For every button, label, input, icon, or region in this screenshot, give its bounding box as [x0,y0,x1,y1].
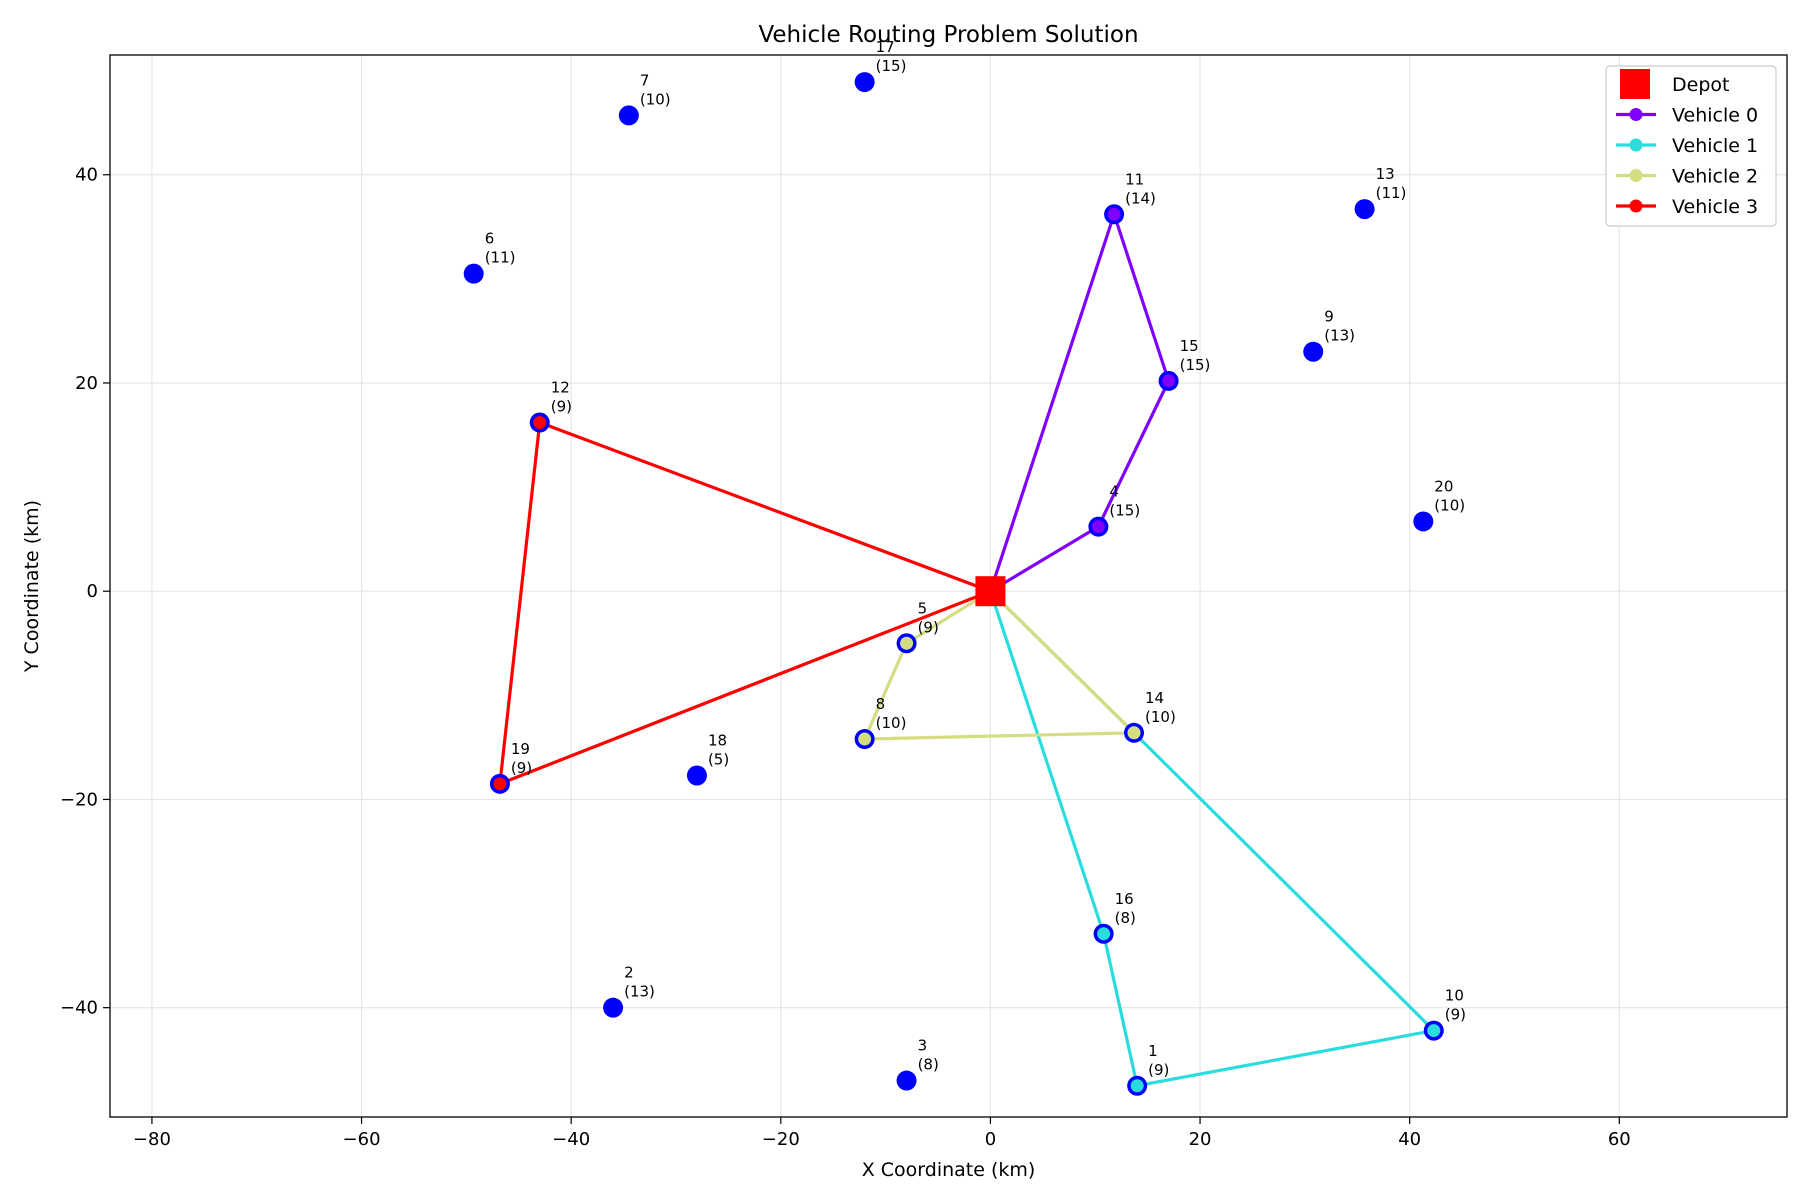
customer-point-17 [854,72,875,93]
customer-id-label-19: 19 [511,740,530,758]
customer-id-label-6: 6 [485,230,495,248]
route-marker-5 [900,636,914,650]
y-tick-label: 0 [87,581,98,602]
customer-demand-label-6: (11) [485,249,516,267]
customer-demand-label-16: (8) [1115,909,1136,927]
x-tick-label: 20 [1189,1129,1212,1150]
customer-id-label-10: 10 [1445,987,1464,1005]
customer-id-label-2: 2 [624,964,634,982]
customer-demand-label-15: (15) [1180,356,1211,374]
node-labels: 1(9)2(13)3(8)4(15)5(9)6(11)7(10)8(10)9(1… [485,38,1466,1079]
customer-demand-label-3: (8) [918,1056,939,1074]
route-marker-8 [858,732,872,746]
customer-demand-label-10: (9) [1445,1006,1466,1024]
customer-demand-label-12: (9) [551,398,572,416]
customer-demand-label-20: (10) [1434,496,1465,514]
customer-demand-label-13: (11) [1376,184,1407,202]
route-marker-14 [1127,726,1141,740]
customer-point-13 [1354,199,1375,220]
route-marker-12 [533,416,547,430]
customer-demand-label-11: (14) [1125,189,1156,207]
legend-label-vehicle-2: Vehicle 2 [1672,166,1758,188]
route-line-vehicle-3 [498,420,992,786]
depot-marker [975,576,1006,607]
customer-point-20 [1413,511,1434,532]
customer-id-label-7: 7 [640,71,650,89]
route-marker-16 [1097,927,1111,941]
customer-id-label-11: 11 [1125,170,1144,188]
customer-id-label-1: 1 [1148,1042,1158,1060]
y-tick-label: 20 [75,373,98,394]
x-tick-label: −60 [343,1129,381,1150]
legend: Depot Vehicle 0 Vehicle 1 Vehicle 2 Vehicle … [1605,65,1777,227]
route-marker-1 [1130,1079,1144,1093]
x-tick-label: −80 [133,1129,171,1150]
route-marker-4 [1091,520,1105,534]
customer-id-label-4: 4 [1109,483,1119,501]
customer-demand-label-19: (9) [511,759,532,777]
route-marker-10 [1427,1024,1441,1038]
customer-demand-label-2: (13) [624,983,655,1001]
legend-label-vehicle-1: Vehicle 1 [1672,135,1758,157]
customer-point-18 [686,765,707,786]
plot-frame [109,54,1788,1118]
customer-id-label-15: 15 [1180,337,1199,355]
legend-marker-vehicle-0 [1629,108,1643,121]
route-marker-15 [1162,374,1176,388]
customer-id-label-16: 16 [1115,890,1134,908]
customer-demand-label-18: (5) [708,750,729,768]
customer-id-label-14: 14 [1145,689,1164,707]
customer-point-7 [618,105,639,126]
customer-id-label-20: 20 [1434,477,1453,495]
legend-label-depot: Depot [1672,74,1729,96]
customer-point-6 [463,263,484,284]
customer-id-label-12: 12 [551,379,570,397]
customer-id-label-18: 18 [708,731,727,749]
legend-box [1605,65,1777,227]
legend-marker-vehicle-2 [1629,169,1643,182]
legend-label-vehicle-3: Vehicle 3 [1672,196,1758,218]
customer-point-2 [603,997,624,1018]
customer-demand-label-4: (15) [1109,502,1140,520]
customer-id-label-8: 8 [876,695,886,713]
customer-demand-label-14: (10) [1145,708,1176,726]
x-tick-label: −40 [552,1129,590,1150]
customer-demand-label-1: (9) [1148,1061,1169,1079]
y-tick-label: −20 [60,789,98,810]
legend-depot-marker [1620,69,1650,99]
chart-title: Vehicle Routing Problem Solution [758,22,1138,48]
customer-id-label-3: 3 [918,1037,928,1055]
customer-id-label-5: 5 [918,599,928,617]
customer-demand-label-8: (10) [876,714,907,732]
customer-point-3 [896,1070,917,1091]
x-tick-label: −20 [762,1129,800,1150]
x-axis-title: X Coordinate (km) [862,1159,1036,1181]
legend-label-vehicle-0: Vehicle 0 [1672,105,1758,127]
depot-layer [975,576,1006,607]
customer-demand-label-5: (9) [918,618,939,636]
axis-ticks: −80 −60 −40 −20 0 20 40 60 −40 −20 0 20 40 [60,165,1631,1150]
legend-marker-vehicle-1 [1629,138,1643,152]
route-marker-11 [1107,207,1121,221]
x-tick-label: 0 [985,1129,996,1150]
route-marker-19 [493,777,507,791]
legend-marker-vehicle-3 [1629,199,1643,213]
customer-demand-label-9: (13) [1324,327,1355,345]
y-tick-label: −40 [60,998,98,1019]
customer-id-label-13: 13 [1376,165,1395,183]
x-tick-label: 40 [1398,1129,1421,1150]
customer-id-label-9: 9 [1324,308,1334,326]
customer-demand-label-17: (15) [876,57,907,75]
y-tick-label: 40 [75,165,98,186]
customer-id-label-17: 17 [876,38,895,56]
customer-demand-label-7: (10) [640,90,671,108]
customer-point-9 [1303,341,1324,362]
x-tick-label: 60 [1608,1129,1631,1150]
y-axis-title: Y Coordinate (km) [21,500,43,673]
